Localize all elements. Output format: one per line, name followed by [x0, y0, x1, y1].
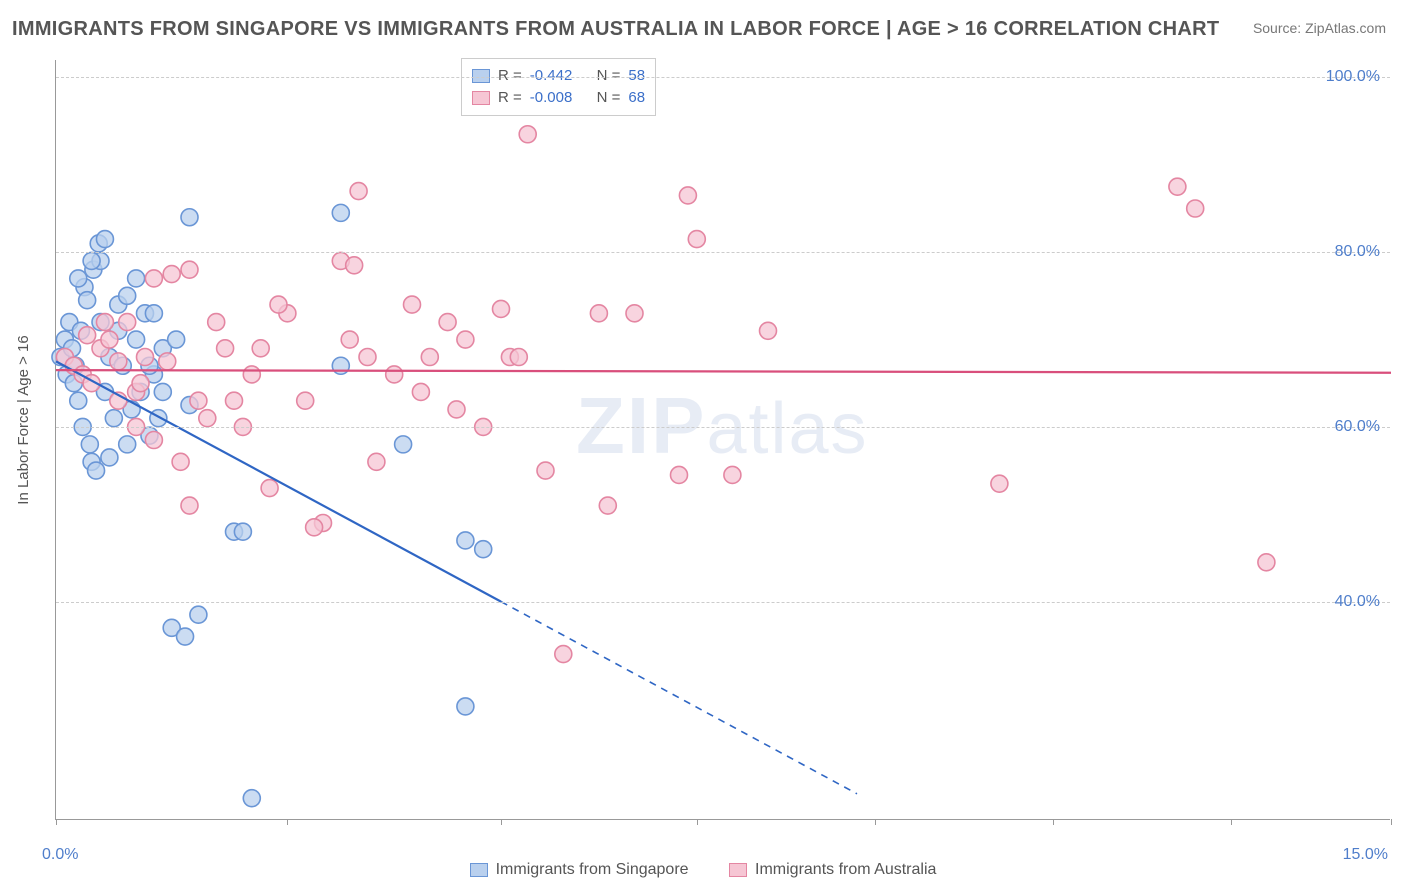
y-tick-label: 40.0%: [1335, 593, 1380, 611]
stat-r-singapore: -0.442: [530, 65, 573, 87]
gridline: [56, 77, 1390, 78]
y-tick-label: 100.0%: [1326, 68, 1380, 86]
stats-legend: R = -0.442 N = 58 R = -0.008 N = 68: [461, 58, 656, 116]
x-tick: [501, 819, 502, 825]
chart-container: IMMIGRANTS FROM SINGAPORE VS IMMIGRANTS …: [0, 0, 1406, 892]
x-tick: [56, 819, 57, 825]
stat-r-label: R =: [498, 65, 522, 87]
y-tick-label: 80.0%: [1335, 243, 1380, 261]
stat-n-australia: 68: [628, 87, 645, 109]
swatch-australia-icon: [729, 863, 747, 877]
x-tick: [1231, 819, 1232, 825]
gridline: [56, 427, 1390, 428]
plot-area: ZIPatlas R = -0.442 N = 58 R = -0.008 N …: [55, 60, 1390, 820]
stat-n-singapore: 58: [628, 65, 645, 87]
x-tick: [1391, 819, 1392, 825]
legend-item-australia: Immigrants from Australia: [729, 861, 936, 879]
x-tick: [287, 819, 288, 825]
x-tick: [875, 819, 876, 825]
swatch-singapore-icon: [472, 69, 490, 83]
swatch-australia-icon: [472, 91, 490, 105]
legend-label-singapore: Immigrants from Singapore: [496, 861, 689, 879]
swatch-singapore-icon: [470, 863, 488, 877]
chart-title: IMMIGRANTS FROM SINGAPORE VS IMMIGRANTS …: [12, 18, 1219, 41]
x-tick: [1053, 819, 1054, 825]
stats-row-singapore: R = -0.442 N = 58: [472, 65, 645, 87]
stat-r-australia: -0.008: [530, 87, 573, 109]
stat-n-label: N =: [597, 65, 621, 87]
svg-layer: [56, 60, 1390, 819]
source-label: Source: ZipAtlas.com: [1253, 20, 1386, 36]
stats-row-australia: R = -0.008 N = 68: [472, 87, 645, 109]
gridline: [56, 602, 1390, 603]
stat-n-label: N =: [597, 87, 621, 109]
legend-label-australia: Immigrants from Australia: [755, 861, 936, 879]
bottom-legend: Immigrants from Singapore Immigrants fro…: [0, 861, 1406, 882]
legend-item-singapore: Immigrants from Singapore: [470, 861, 689, 879]
x-tick: [697, 819, 698, 825]
y-axis-label: In Labor Force | Age > 16: [15, 335, 32, 504]
stat-r-label: R =: [498, 87, 522, 109]
gridline: [56, 252, 1390, 253]
y-tick-label: 60.0%: [1335, 418, 1380, 436]
